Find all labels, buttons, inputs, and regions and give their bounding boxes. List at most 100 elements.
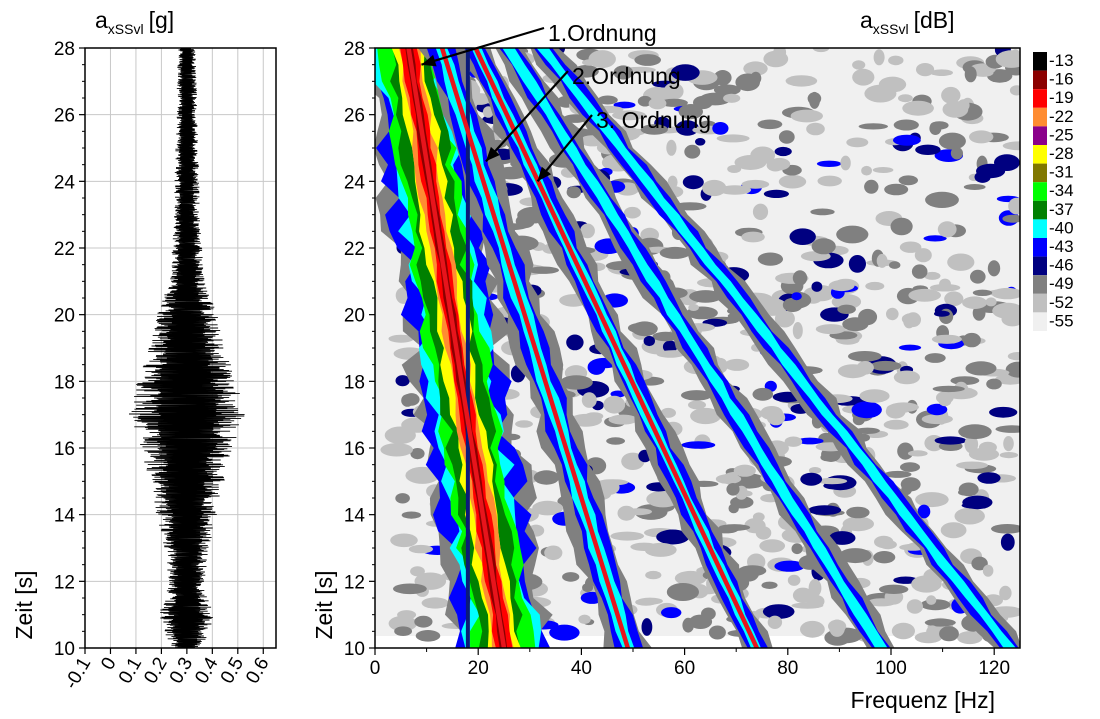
order-line [439,48,631,648]
spectrogram-noise-cell [985,297,997,307]
spectrogram-noise-cell [986,378,1002,390]
spectrogram-noise-cell [962,495,993,510]
spectrogram-noise-cell [544,545,563,561]
spectrogram-noise-cell [390,533,418,548]
spectrogram-noise-cell [969,130,994,144]
spectrogram-noise-cell [761,581,778,589]
spectrogram-noise-cell [410,448,425,460]
spectrogram-noise-cell [915,492,949,508]
spectrogram-noise-cell [921,414,953,425]
spectrogram-noise-cell [582,59,598,66]
spectrogram-noise-cell [587,359,606,375]
spectrogram-noise-cell [789,228,816,245]
spectrogram-noise-cell [811,238,836,255]
spectrogram-noise-cell [976,163,1006,179]
spectrogram-noise-cell [652,331,679,342]
spectrogram-noise-cell [1009,85,1020,96]
spectrogram-noise-cell [648,97,667,110]
spectrogram-noise-cell [613,101,636,109]
spectrogram-noise-cell [612,110,646,121]
spectrogram-noise-cell [846,506,870,519]
colorbar-swatch [1033,312,1047,331]
spectrogram-noise-cell [903,313,915,329]
spectrogram-noise-cell [388,334,414,343]
spectrogram-noise-cell [757,119,783,130]
spectrogram-noise-cell [580,223,595,239]
spectrogram-noise-cell [608,414,638,425]
colorbar-swatch [1033,238,1047,257]
spectrogram-noise-cell [712,121,729,135]
spectrogram-noise-cell [907,450,928,457]
spectrogram-noise-cell [708,625,726,640]
colorbar-swatch [1033,256,1047,276]
spectrogram-x-tick-label: 20 [468,658,489,679]
spectrogram-noise-cell [874,535,894,549]
spectrogram-noise-cell [891,622,916,640]
colorbar-swatch [1033,145,1047,164]
spectrogram-noise-cell [732,473,767,489]
spectrogram-noise-cell [778,174,807,189]
spectrogram-noise-cell [741,231,765,243]
time-signal-y-ticks: 10 12 14 16 18 20 22 24 26 28 [54,39,85,660]
spectrogram-noise-cell [662,340,678,354]
spectrogram-noise-cell [995,50,1020,68]
spectrogram-x-tick-label: 60 [674,658,695,679]
spectrogram-noise-cell [878,76,907,93]
spectrogram-noise-cell [645,570,662,580]
spectrogram-noise-cell [900,462,920,472]
spectrogram-noise-cell [926,403,948,416]
time-signal-x-ticks: -0.1 00.10.20.30.40.50.6 [61,648,274,693]
spectrogram-noise-cell [958,424,992,440]
spectrogram-noise-cell [972,68,994,77]
order-annotation-arrow [421,26,545,66]
spectrogram-noise-cell [684,144,701,159]
spectrogram-noise-cell [958,489,972,496]
spectrogram-noise-cell [610,390,626,398]
order-lines [406,48,760,648]
spectrogram-y-axis-label: Zeit [s] [311,570,337,639]
spectrogram-y-tick-label: 16 [344,439,365,460]
spectrogram-noise-cell [934,436,967,445]
spectrogram-noise-cell [773,48,787,60]
spectrogram-noise-cell [982,564,994,577]
spectrogram-noise-cell [715,474,742,484]
time-signal-y-tick-label: 16 [54,439,75,460]
spectrogram-noise-cell [702,179,727,197]
spectrogram-noise-cell [401,511,422,519]
time-signal-y-tick-label: 22 [54,239,75,260]
spectrogram-y-tick-label: 24 [344,172,366,193]
order-annotation-label: 3. Ordnung [596,107,711,133]
spectrogram-noise-cell [916,63,935,77]
spectrogram-noise-cell [859,389,890,403]
spectrogram-noise-cell [884,470,912,478]
spectrogram-noise-cell [848,255,867,273]
spectrogram-noise-cell [937,221,957,238]
colorbar-label: -43 [1049,237,1074,256]
spectrogram-noise-cell [889,261,901,269]
time-signal-series-line [128,48,245,648]
spectrogram-noise-cell [752,512,765,522]
spectrogram-noise-cell [817,175,842,187]
spectrogram-noise-cell [394,626,412,636]
time-signal-title: axSSvl [g] [95,7,174,37]
spectrogram-noise-cell [926,625,939,640]
spectrogram-noise-cell [640,124,668,135]
spectrogram-noise-cell [941,86,961,104]
spectrogram-noise-cell [661,607,682,619]
spectrogram-noise-cell [659,246,691,259]
colorbar-label: -31 [1049,163,1074,182]
spectrogram-noise-cell [1000,533,1015,551]
spectrogram-noise-cell [929,283,961,292]
order-annotation-arrowhead [485,146,500,162]
ridge-layer [502,48,888,648]
spectrogram-noise-cell [911,264,928,279]
spectrogram-noise-cell [883,419,909,430]
spectrogram-noise-cell [784,436,803,447]
spectrogram-noise-cell [842,516,874,532]
spectrogram-noise-cell [785,75,818,87]
spectrogram-noise-cell [408,544,433,554]
spectrogram-noise-cell [606,437,625,445]
colorbar-label: -49 [1049,274,1074,293]
spectrogram-noise-cell [656,529,690,545]
